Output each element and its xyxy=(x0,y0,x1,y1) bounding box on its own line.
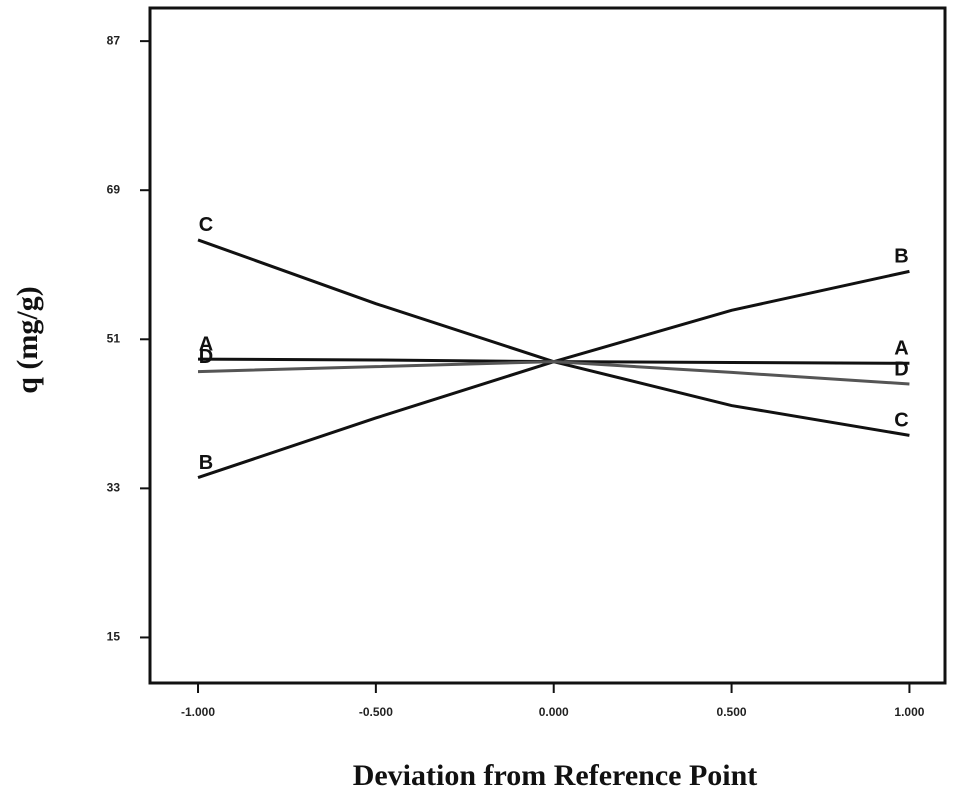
y-tick-label: 33 xyxy=(107,481,121,495)
series-line xyxy=(197,238,910,437)
x-tick-label: 1.000 xyxy=(894,705,924,719)
series-line xyxy=(197,360,910,386)
series-label: A xyxy=(199,333,213,355)
y-tick-label: 15 xyxy=(107,630,121,644)
series-label: B xyxy=(894,246,908,268)
x-axis-label: Deviation from Reference Point xyxy=(353,759,758,792)
series-label: D xyxy=(894,358,908,380)
y-tick-label: 51 xyxy=(107,331,121,345)
series-label: C xyxy=(894,410,908,432)
series-label: B xyxy=(199,452,213,474)
series-label: D xyxy=(199,346,213,368)
x-tick-label: 0.500 xyxy=(717,705,747,719)
series-label: A xyxy=(894,338,908,360)
y-tick-label: 69 xyxy=(107,182,121,196)
y-tick-label: 87 xyxy=(107,33,121,47)
y-axis-label: q (mg/g) xyxy=(11,286,44,394)
x-tick-label: -1.000 xyxy=(181,705,215,719)
x-tick-label: -0.500 xyxy=(359,705,393,719)
x-tick-label: 0.000 xyxy=(539,705,569,719)
plot-frame xyxy=(148,6,947,685)
series-label: C xyxy=(199,214,213,236)
series-line xyxy=(197,269,910,480)
